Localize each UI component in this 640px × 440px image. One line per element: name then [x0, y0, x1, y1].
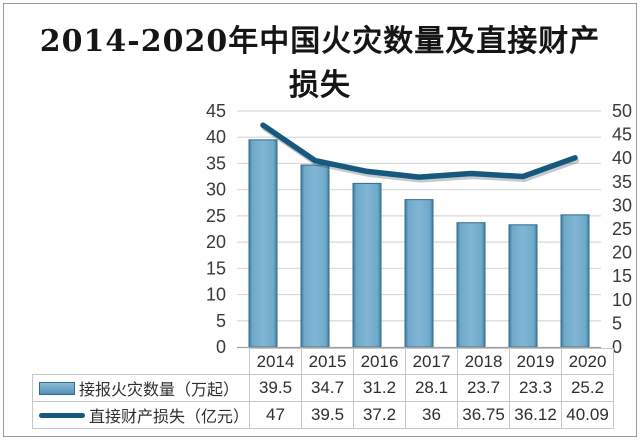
bar-2015 — [300, 164, 330, 348]
legend-cell-fire-count: 接报火灾数量（万起） — [31, 374, 251, 402]
right-axis-label-5: 5 — [612, 313, 622, 333]
value-2020-series1: 25.2 — [561, 374, 615, 402]
value-2016-series1: 31.2 — [353, 374, 407, 402]
year-header-2016: 2016 — [353, 348, 407, 375]
value-2020-series2: 40.09 — [561, 401, 615, 429]
data-table: 2014 2015 2016 2017 2018 2019 2020 接报火灾数量（万起） 39… — [31, 348, 615, 429]
legend-label: 直接财产损失（亿元） — [89, 409, 250, 426]
value-2019-series1: 23.3 — [509, 374, 563, 402]
right-axis-label-25: 25 — [612, 219, 632, 239]
legend-entry: 接报火灾数量（万起） — [33, 376, 249, 400]
left-axis-label-0: 0 — [216, 337, 226, 357]
year-header-2019: 2019 — [509, 348, 563, 375]
data-table-region: 2014 2015 2016 2017 2018 2019 2020 接报火灾数量（万起） 39… — [31, 348, 615, 429]
bar-2017 — [404, 199, 434, 348]
value-2018-series2: 36.75 — [457, 401, 511, 429]
left-axis-label-20: 20 — [206, 232, 226, 252]
chart-title-line1: 2014-2020年中国火灾数量及直接财产 — [39, 24, 601, 59]
value-2017-series2: 36 — [405, 401, 459, 429]
right-axis-label-30: 30 — [612, 195, 632, 215]
left-axis-label-5: 5 — [216, 311, 226, 331]
value-2019-series2: 36.12 — [509, 401, 563, 429]
value-2014-series1: 39.5 — [249, 374, 303, 402]
year-header-2014: 2014 — [249, 348, 303, 375]
left-axis-label-15: 15 — [206, 258, 226, 278]
value-2015-series1: 34.7 — [301, 374, 355, 402]
left-axis-label-30: 30 — [206, 180, 226, 200]
bar-2016 — [352, 182, 382, 348]
right-axis-label-50: 50 — [612, 101, 632, 121]
right-axis-label-40: 40 — [612, 148, 632, 168]
right-axis-label-35: 35 — [612, 172, 632, 192]
value-2015-series2: 39.5 — [301, 401, 355, 429]
year-header-2020: 2020 — [561, 348, 615, 375]
value-2016-series2: 37.2 — [353, 401, 407, 429]
year-header-2017: 2017 — [405, 348, 459, 375]
line-swatch-icon — [39, 412, 85, 418]
value-2018-series1: 23.7 — [457, 374, 511, 402]
right-axis-label-10: 10 — [612, 290, 632, 310]
legend-cell-property-loss: 直接财产损失（亿元） — [31, 401, 251, 429]
left-axis-label-35: 35 — [206, 153, 226, 173]
right-axis-label-0: 0 — [612, 337, 622, 357]
bar-2014 — [248, 139, 278, 348]
legend-label: 接报火灾数量（万起） — [79, 382, 240, 399]
left-axis-label-45: 45 — [206, 101, 226, 121]
value-2014-series2: 47 — [249, 401, 303, 429]
right-axis-label-15: 15 — [612, 266, 632, 286]
bar-2019 — [508, 224, 538, 348]
chart-title-line2: 损失 — [289, 68, 351, 103]
line-series-direct-property-loss — [260, 122, 578, 180]
left-axis-label-40: 40 — [206, 127, 226, 147]
bar-swatch-icon — [39, 381, 75, 395]
value-2017-series1: 28.1 — [405, 374, 459, 402]
right-axis-label-45: 45 — [612, 125, 632, 145]
right-axis-label-20: 20 — [612, 243, 632, 263]
year-header-2015: 2015 — [301, 348, 355, 375]
year-header-2018: 2018 — [457, 348, 511, 375]
left-axis-label-10: 10 — [206, 285, 226, 305]
left-axis-label-25: 25 — [206, 206, 226, 226]
legend-entry: 直接财产损失（亿元） — [33, 403, 249, 427]
bar-2018 — [456, 222, 486, 348]
bar-2020 — [560, 214, 590, 348]
chart-title: 2014-2020年中国火灾数量及直接财产 损失 — [0, 20, 640, 108]
table-corner-blank — [33, 349, 250, 375]
